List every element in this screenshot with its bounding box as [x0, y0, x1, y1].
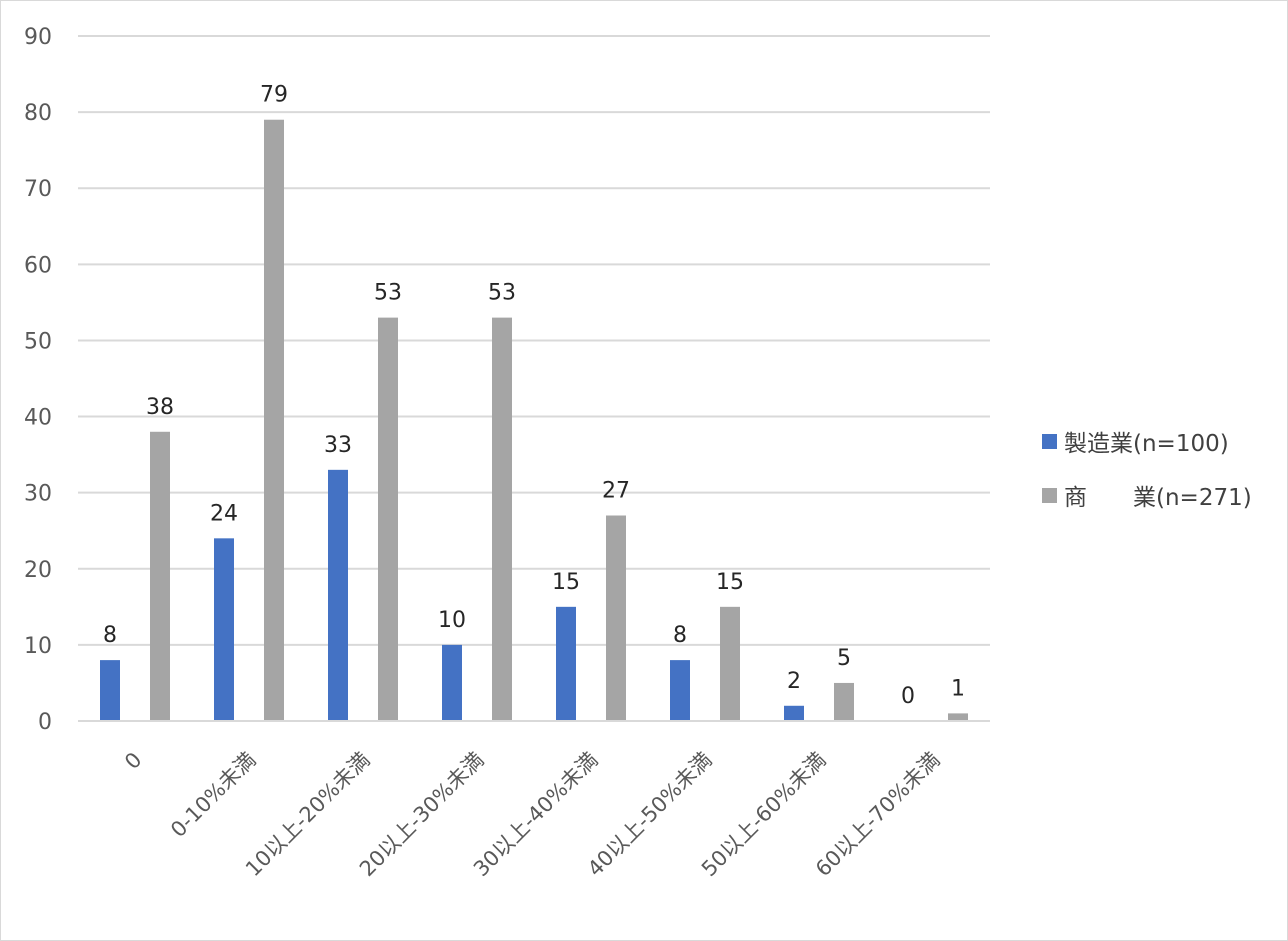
- bar-series-1-cat-3: [492, 317, 512, 721]
- legend-swatch-1: [1042, 488, 1057, 503]
- data-labels: 8 38 24 79 33 53 10 53 15 27 8 15 2 5 0 1: [103, 83, 965, 709]
- data-label-series-0-cat-2: 33: [324, 433, 352, 458]
- y-tick-label: 60: [24, 253, 52, 278]
- y-tick-label: 90: [24, 25, 52, 50]
- bar-series-1-cat-6: [834, 682, 854, 721]
- x-tick-label: 30以上-40%未満: [469, 748, 603, 882]
- bars: [100, 119, 968, 721]
- bar-series-1-cat-0: [150, 431, 170, 721]
- y-tick-label: 0: [38, 710, 52, 735]
- y-tick-label: 30: [24, 482, 52, 507]
- bar-series-0-cat-2: [328, 469, 348, 721]
- x-tick-label: 10以上-20%未満: [241, 748, 375, 882]
- y-axis: 0 10 20 30 40 50 60 70 80 90: [24, 25, 52, 735]
- data-label-series-1-cat-0: 38: [146, 395, 174, 420]
- data-label-series-1-cat-1: 79: [260, 83, 288, 108]
- data-label-series-1-cat-6: 5: [837, 646, 851, 671]
- bar-series-1-cat-1: [264, 119, 284, 721]
- data-label-series-1-cat-2: 53: [374, 281, 402, 306]
- bar-series-1-cat-4: [606, 515, 626, 721]
- legend: 製造業(n=100) 商 業(n=271): [1042, 431, 1252, 511]
- data-label-series-0-cat-5: 8: [673, 623, 687, 648]
- bar-series-0-cat-3: [442, 644, 462, 721]
- bar-series-1-cat-7: [948, 713, 968, 721]
- legend-label-1: 商 業(n=271): [1064, 485, 1252, 511]
- bar-series-0-cat-4: [556, 606, 576, 721]
- data-label-series-0-cat-0: 8: [103, 623, 117, 648]
- bar-series-0-cat-1: [214, 538, 234, 721]
- bar-series-1-cat-2: [378, 317, 398, 721]
- x-tick-label: 60以上-70%未満: [811, 748, 945, 882]
- legend-swatch-0: [1042, 434, 1057, 449]
- data-label-series-0-cat-4: 15: [552, 570, 580, 595]
- data-label-series-0-cat-1: 24: [210, 501, 238, 526]
- bar-series-0-cat-6: [784, 705, 804, 721]
- x-tick-label: 20以上-30%未満: [355, 748, 489, 882]
- x-tick-label: 50以上-60%未満: [697, 748, 831, 882]
- y-tick-label: 20: [24, 558, 52, 583]
- x-tick-label: 0-10%未満: [166, 748, 260, 842]
- bar-series-0-cat-0: [100, 660, 120, 721]
- x-tick-label: 0: [120, 748, 146, 774]
- legend-label-0: 製造業(n=100): [1064, 431, 1229, 457]
- y-tick-label: 70: [24, 177, 52, 202]
- data-label-series-1-cat-3: 53: [488, 281, 516, 306]
- y-tick-label: 10: [24, 634, 52, 659]
- y-tick-label: 40: [24, 406, 52, 431]
- data-label-series-0-cat-7: 0: [901, 684, 915, 709]
- bar-series-0-cat-5: [670, 660, 690, 721]
- y-tick-label: 50: [24, 329, 52, 354]
- bar-series-1-cat-5: [720, 606, 740, 721]
- x-tick-label: 40以上-50%未満: [583, 748, 717, 882]
- y-tick-label: 80: [24, 101, 52, 126]
- data-label-series-1-cat-7: 1: [951, 676, 965, 701]
- x-axis: 0 0-10%未満10以上-20%未満20以上-30%未満30以上-40%未満40…: [78, 720, 990, 882]
- data-label-series-1-cat-4: 27: [602, 479, 630, 504]
- data-label-series-0-cat-3: 10: [438, 608, 466, 633]
- data-label-series-1-cat-5: 15: [716, 570, 744, 595]
- data-label-series-0-cat-6: 2: [787, 669, 801, 694]
